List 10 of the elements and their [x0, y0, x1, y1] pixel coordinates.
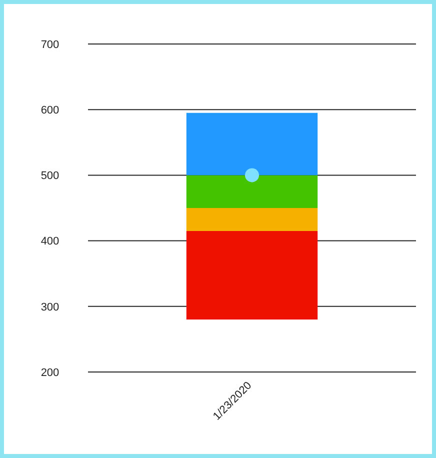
bar: [186, 230, 318, 320]
y-tick-label: 300: [40, 301, 60, 314]
bar: [186, 208, 318, 231]
y-tick-label: 400: [40, 236, 60, 248]
y-tick-label: 600: [40, 104, 60, 116]
bar: [186, 112, 318, 176]
bar: [186, 175, 318, 208]
y-tick-label: 700: [40, 38, 60, 51]
y-tick-label: 500: [40, 170, 60, 182]
y-tick-label: 200: [40, 366, 60, 379]
